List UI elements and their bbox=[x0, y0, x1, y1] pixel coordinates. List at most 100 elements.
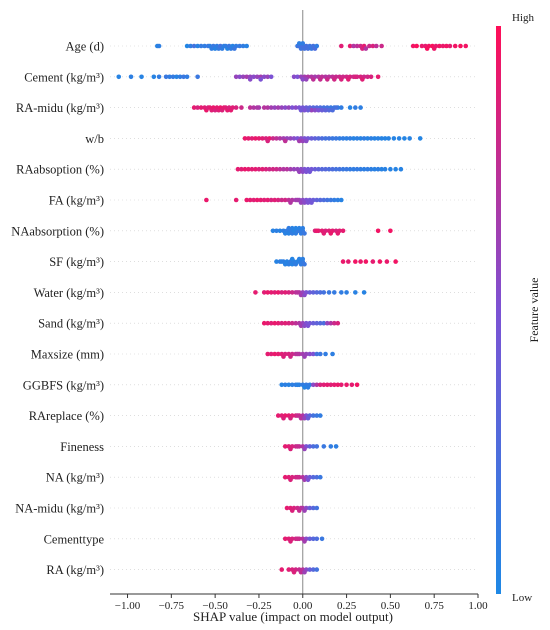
shap-point bbox=[384, 259, 390, 264]
shap-point bbox=[303, 169, 309, 175]
shap-point bbox=[302, 569, 307, 575]
feature-label: Cement (kg/m³) bbox=[24, 70, 104, 84]
shap-point bbox=[321, 231, 327, 236]
shap-point bbox=[116, 74, 122, 80]
shap-point bbox=[419, 43, 425, 49]
shap-point bbox=[379, 166, 384, 172]
shap-point bbox=[268, 74, 274, 80]
shap-point bbox=[328, 320, 334, 326]
shap-point bbox=[314, 536, 320, 542]
shap-point bbox=[270, 136, 276, 141]
shap-point bbox=[261, 74, 267, 80]
shap-point bbox=[305, 415, 311, 421]
feature-label: RA (kg/m³) bbox=[46, 563, 104, 577]
feature-label: RAreplace (%) bbox=[29, 409, 104, 423]
shap-point bbox=[310, 382, 316, 388]
shap-point bbox=[295, 351, 300, 357]
feature-row: NAabsorption (%) bbox=[11, 224, 478, 238]
shap-point bbox=[265, 74, 271, 80]
shap-point bbox=[361, 136, 367, 141]
feature-row: RA-midu (kg/m³) bbox=[16, 101, 478, 115]
shap-point bbox=[305, 385, 311, 390]
shap-point bbox=[298, 415, 304, 421]
shap-point bbox=[254, 197, 260, 203]
shap-point bbox=[277, 136, 283, 141]
shap-point bbox=[128, 74, 134, 80]
feature-row: NA (kg/m³) bbox=[46, 471, 478, 485]
shap-point bbox=[310, 505, 316, 511]
shap-point bbox=[310, 444, 316, 449]
shap-point bbox=[268, 290, 274, 295]
shap-point bbox=[330, 136, 335, 141]
shap-point bbox=[239, 166, 244, 172]
feature-row: Fineness bbox=[60, 440, 478, 454]
shap-point bbox=[335, 231, 341, 236]
shap-point bbox=[314, 228, 320, 234]
feature-label: SF (kg/m³) bbox=[49, 255, 104, 269]
shap-point bbox=[275, 351, 281, 357]
shap-point bbox=[156, 43, 162, 49]
shap-point bbox=[353, 105, 358, 110]
shap-point bbox=[289, 105, 295, 110]
colorbar-gradient bbox=[496, 26, 501, 594]
shap-point bbox=[417, 136, 423, 141]
shap-point bbox=[286, 225, 292, 231]
shap-point bbox=[235, 166, 241, 172]
shap-point bbox=[463, 43, 469, 49]
shap-point bbox=[379, 43, 384, 49]
shap-point bbox=[310, 536, 316, 542]
shap-point bbox=[288, 446, 293, 452]
shap-point bbox=[288, 477, 293, 483]
shap-point bbox=[325, 320, 330, 326]
shap-point bbox=[268, 197, 274, 203]
shap-point bbox=[354, 43, 360, 49]
shap-point bbox=[326, 107, 332, 113]
shap-point bbox=[251, 105, 256, 110]
shap-point bbox=[323, 166, 328, 172]
shap-point bbox=[440, 43, 446, 49]
shap-point bbox=[340, 166, 346, 172]
shap-point bbox=[323, 107, 328, 113]
shap-point bbox=[195, 74, 200, 80]
shap-point bbox=[319, 166, 325, 172]
colorbar: High Low Feature value bbox=[496, 12, 541, 604]
shap-point bbox=[375, 166, 381, 172]
shap-point bbox=[286, 105, 292, 110]
shap-point bbox=[382, 136, 388, 141]
shap-point bbox=[268, 105, 274, 110]
feature-label: GGBFS (kg/m³) bbox=[23, 378, 104, 392]
shap-point bbox=[282, 382, 288, 388]
shap-point bbox=[286, 290, 292, 295]
shap-point bbox=[291, 74, 297, 80]
x-tick-label: −0.75 bbox=[159, 600, 185, 612]
shap-point bbox=[282, 197, 288, 203]
shap-point bbox=[407, 136, 412, 141]
shap-point bbox=[344, 290, 349, 295]
shap-point bbox=[314, 351, 320, 357]
shap-point bbox=[249, 136, 255, 141]
shap-point bbox=[332, 77, 337, 82]
shap-point bbox=[288, 539, 293, 544]
shap-point bbox=[258, 197, 264, 203]
shap-point bbox=[347, 136, 353, 141]
feature-label: Water (kg/m³) bbox=[34, 286, 104, 300]
feature-row: RAabsoption (%) bbox=[16, 163, 478, 177]
shap-point bbox=[265, 320, 271, 326]
shap-point bbox=[295, 536, 300, 542]
shap-point bbox=[321, 444, 327, 449]
shap-point bbox=[326, 166, 332, 172]
shap-point bbox=[295, 290, 300, 295]
shap-point bbox=[244, 74, 249, 80]
shap-point bbox=[347, 43, 353, 49]
shap-point bbox=[300, 225, 306, 231]
shap-point bbox=[279, 290, 285, 295]
shap-point bbox=[295, 197, 300, 203]
shap-point bbox=[309, 136, 314, 141]
shap-point bbox=[281, 166, 286, 172]
shap-point bbox=[295, 474, 300, 480]
shap-point bbox=[258, 77, 264, 82]
shap-point bbox=[332, 197, 337, 203]
shap-point bbox=[275, 290, 281, 295]
shap-point bbox=[388, 228, 393, 234]
